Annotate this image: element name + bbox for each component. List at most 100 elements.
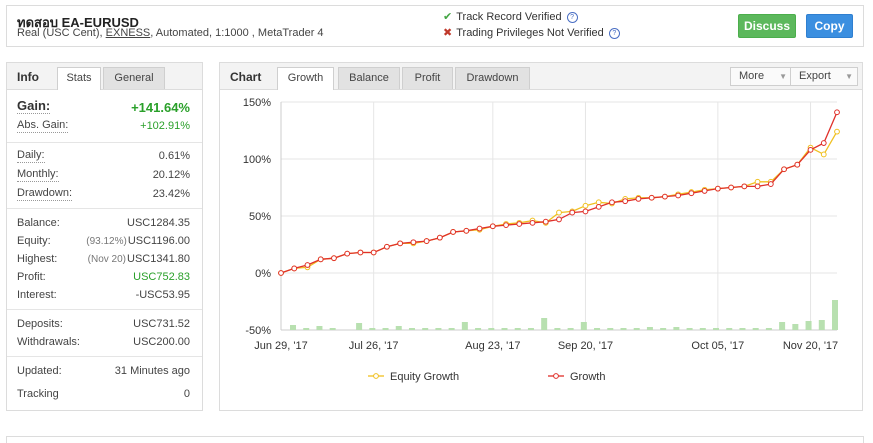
stat-highest-value-wrap: (Nov 20)USC1341.80 (88, 251, 190, 268)
tab-growth[interactable]: Growth (277, 67, 334, 90)
trading-privileges-status: ✖ Trading Privileges Not Verified? (443, 26, 620, 39)
bottom-panel-edge (6, 436, 864, 443)
growth-point (436, 234, 443, 241)
volume-bar (594, 328, 601, 330)
check-icon: ✔ (443, 11, 453, 23)
y-tick-label: -50% (245, 325, 271, 337)
stat-drawdown-label[interactable]: Drawdown: (17, 187, 73, 201)
stat-deposits-value: USC731.52 (133, 318, 190, 330)
stat-equity-value: USC1196.00 (127, 235, 190, 247)
volume-bar (779, 322, 786, 330)
more-label: More (739, 70, 765, 82)
volume-bar (435, 328, 442, 330)
tab-balance[interactable]: Balance (338, 67, 400, 89)
stat-gain-label[interactable]: Gain: (17, 98, 51, 114)
volume-bar (395, 326, 402, 330)
growth-point (463, 227, 470, 234)
export-dropdown[interactable]: Export ▼ (790, 67, 858, 86)
growth-point (357, 249, 364, 256)
help-icon[interactable]: ? (608, 27, 620, 39)
growth-point (556, 216, 562, 223)
stat-withdrawals: Withdrawals: USC200.00 (17, 334, 190, 351)
stat-monthly-label[interactable]: Monthly: (17, 168, 59, 182)
growth-point (344, 250, 351, 257)
growth-point (542, 218, 549, 225)
volume-bar (739, 328, 746, 330)
volume-bar (580, 322, 587, 330)
stat-abs-gain-value: +102.91% (140, 120, 190, 132)
volume-bar (527, 328, 534, 330)
volume-bar (752, 328, 759, 330)
stat-equity-value-wrap: (93.12%)USC1196.00 (86, 233, 190, 250)
volume-bar (805, 321, 812, 330)
stat-drawdown: Drawdown: 23.42% (17, 186, 190, 203)
stat-balance-value: USC1284.35 (127, 217, 190, 229)
copy-button[interactable]: Copy (806, 14, 853, 38)
growth-point (410, 239, 417, 246)
growth-point (304, 262, 311, 268)
growth-point (622, 198, 629, 205)
stat-balance: Balance: USC1284.35 (17, 215, 190, 232)
volume-bar (329, 328, 336, 330)
tab-drawdown[interactable]: Drawdown (455, 67, 530, 89)
volume-bar (567, 328, 574, 330)
chevron-down-icon: ▼ (845, 72, 853, 81)
growth-point (503, 222, 509, 229)
growth-point (278, 270, 284, 276)
equity-growth-line (280, 131, 838, 274)
volume-bar (620, 328, 627, 330)
stat-gain: Gain: +141.64% (17, 99, 190, 116)
growth-point (609, 199, 615, 206)
growth-point (595, 203, 602, 210)
growth-point (516, 221, 523, 227)
volume-bar (303, 328, 310, 330)
growth-point (728, 184, 734, 191)
x-tick-label: Jun 29, '17 (254, 340, 307, 352)
growth-chart: 150% 100% 50% 0% -50% Jun 29, '17 Jul 26, '17 A… (243, 97, 840, 383)
volume-bar (765, 328, 772, 330)
y-tick-label: 0% (255, 268, 271, 280)
stat-monthly: Monthly: 20.12% (17, 167, 190, 184)
growth-point (781, 166, 787, 173)
help-icon[interactable]: ? (566, 11, 578, 23)
stat-abs-gain-label[interactable]: Abs. Gain: (17, 119, 69, 133)
stat-daily-label[interactable]: Daily: (17, 149, 45, 163)
account-meta-prefix: Real (USC Cent), (17, 27, 106, 39)
more-dropdown[interactable]: More ▼ (730, 67, 792, 86)
growth-line (280, 112, 838, 274)
volume-bar (382, 328, 389, 330)
stat-tracking-value: 0 (183, 388, 190, 400)
legend-marker-equity-growth (373, 373, 379, 379)
tab-general[interactable]: General (103, 67, 165, 89)
equity-growth-point (582, 202, 589, 209)
discuss-button[interactable]: Discuss (738, 14, 796, 38)
equity-growth-point (834, 128, 840, 135)
tab-stats[interactable]: Stats (57, 67, 101, 90)
tab-profit[interactable]: Profit (402, 67, 453, 89)
x-tick-label: Jul 26, '17 (349, 340, 399, 352)
stat-abs-gain: Abs. Gain: +102.91% (17, 118, 190, 135)
stat-highest-label: Highest: (17, 253, 58, 265)
volume-bar (501, 328, 508, 330)
volume-bar (408, 328, 415, 330)
divider (7, 208, 202, 209)
stat-interest-label: Interest: (17, 289, 57, 301)
volume-bar (475, 328, 482, 330)
account-header: ทดสอบ EA-EURUSD Real (USC Cent), EXNESS,… (6, 5, 864, 47)
volume-bar (541, 318, 548, 330)
broker-link[interactable]: EXNESS (105, 27, 151, 39)
account-meta: Real (USC Cent), EXNESS, Automated, 1:10… (17, 27, 324, 39)
stat-balance-label: Balance: (17, 217, 60, 229)
volume-bar (699, 328, 706, 330)
stat-equity: Equity: (93.12%)USC1196.00 (17, 233, 190, 250)
volume-bar (290, 325, 296, 330)
track-record-label: Track Record Verified (456, 11, 562, 23)
growth-point (423, 238, 430, 244)
divider (7, 309, 202, 310)
growth-point (635, 196, 642, 202)
growth-point (807, 146, 814, 153)
account-meta-suffix: , Automated, 1:1000 , MetaTrader 4 (150, 27, 324, 39)
y-tick-label: 150% (243, 97, 271, 109)
growth-point (370, 249, 377, 256)
growth-point (476, 225, 483, 232)
